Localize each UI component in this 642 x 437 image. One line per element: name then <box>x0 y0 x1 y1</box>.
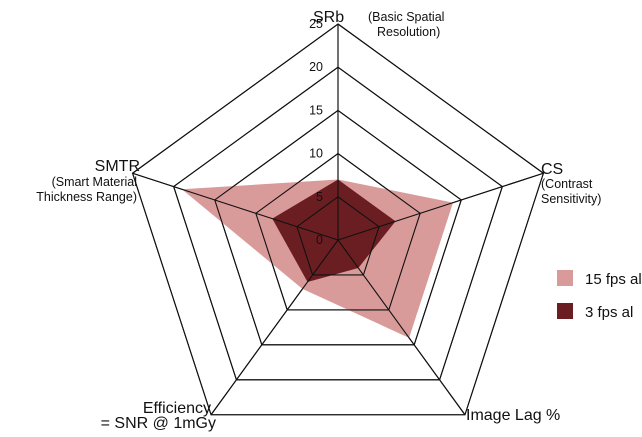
legend-label-15fps: 15 fps al <box>585 271 642 288</box>
grid-ring-overlay-25 <box>131 23 545 416</box>
axis-label-image-lag-name: Image Lag % <box>466 407 560 424</box>
axis-label-efficiency-sub: = SNR @ 1mGy <box>101 415 216 432</box>
axis-label-srb: SRb (Basic Spatial Resolution) <box>313 9 444 39</box>
tick-label-25: 25 <box>309 17 323 31</box>
axis-label-cs-sub-2: Sensitivity) <box>541 192 601 206</box>
spoke-overlay-1 <box>337 172 544 241</box>
grid-ring-overlay-10 <box>255 152 421 311</box>
axis-label-efficiency-name: Efficiency <box>143 400 211 417</box>
radial-tick-labels: 0 5 10 15 20 25 <box>309 17 323 247</box>
grid-ring-overlay-5 <box>296 196 380 276</box>
axis-label-smtr: SMTR (Smart Material Thickness Range) <box>36 158 140 204</box>
axis-label-srb-sub-2: Resolution) <box>377 25 440 39</box>
legend-swatch-15fps <box>557 270 573 286</box>
axis-label-image-lag: Image Lag % <box>466 407 560 424</box>
series-area-1 <box>272 179 396 282</box>
radar-series <box>131 23 545 416</box>
axis-label-cs: CS (Contrast Sensitivity) <box>541 161 601 206</box>
grid-ring-overlay-20 <box>173 66 503 381</box>
spoke-overlay-4 <box>132 172 339 241</box>
legend-swatch-3fps <box>557 303 573 319</box>
legend-label-3fps: 3 fps al <box>585 304 633 321</box>
axis-label-cs-name: CS <box>541 161 563 178</box>
axis-label-srb-name: SRb <box>313 9 344 26</box>
axis-label-cs-sub-1: (Contrast <box>541 177 593 191</box>
tick-label-0: 0 <box>316 233 323 247</box>
tick-label-20: 20 <box>309 60 323 74</box>
grid-ring-overlay-15 <box>214 109 462 346</box>
axis-label-efficiency: Efficiency = SNR @ 1mGy <box>101 400 216 432</box>
tick-label-5: 5 <box>316 190 323 204</box>
axis-label-smtr-name: SMTR <box>95 158 140 175</box>
spoke-overlay-3 <box>210 239 339 416</box>
axis-label-smtr-sub-1: (Smart Material <box>52 175 137 189</box>
tick-label-15: 15 <box>309 103 323 117</box>
legend: 15 fps al 3 fps al <box>557 270 642 321</box>
spoke-overlay-2 <box>337 239 466 416</box>
axis-label-smtr-sub-2: Thickness Range) <box>36 190 137 204</box>
tick-label-10: 10 <box>309 147 323 161</box>
axis-label-srb-sub-1: (Basic Spatial <box>368 10 444 24</box>
